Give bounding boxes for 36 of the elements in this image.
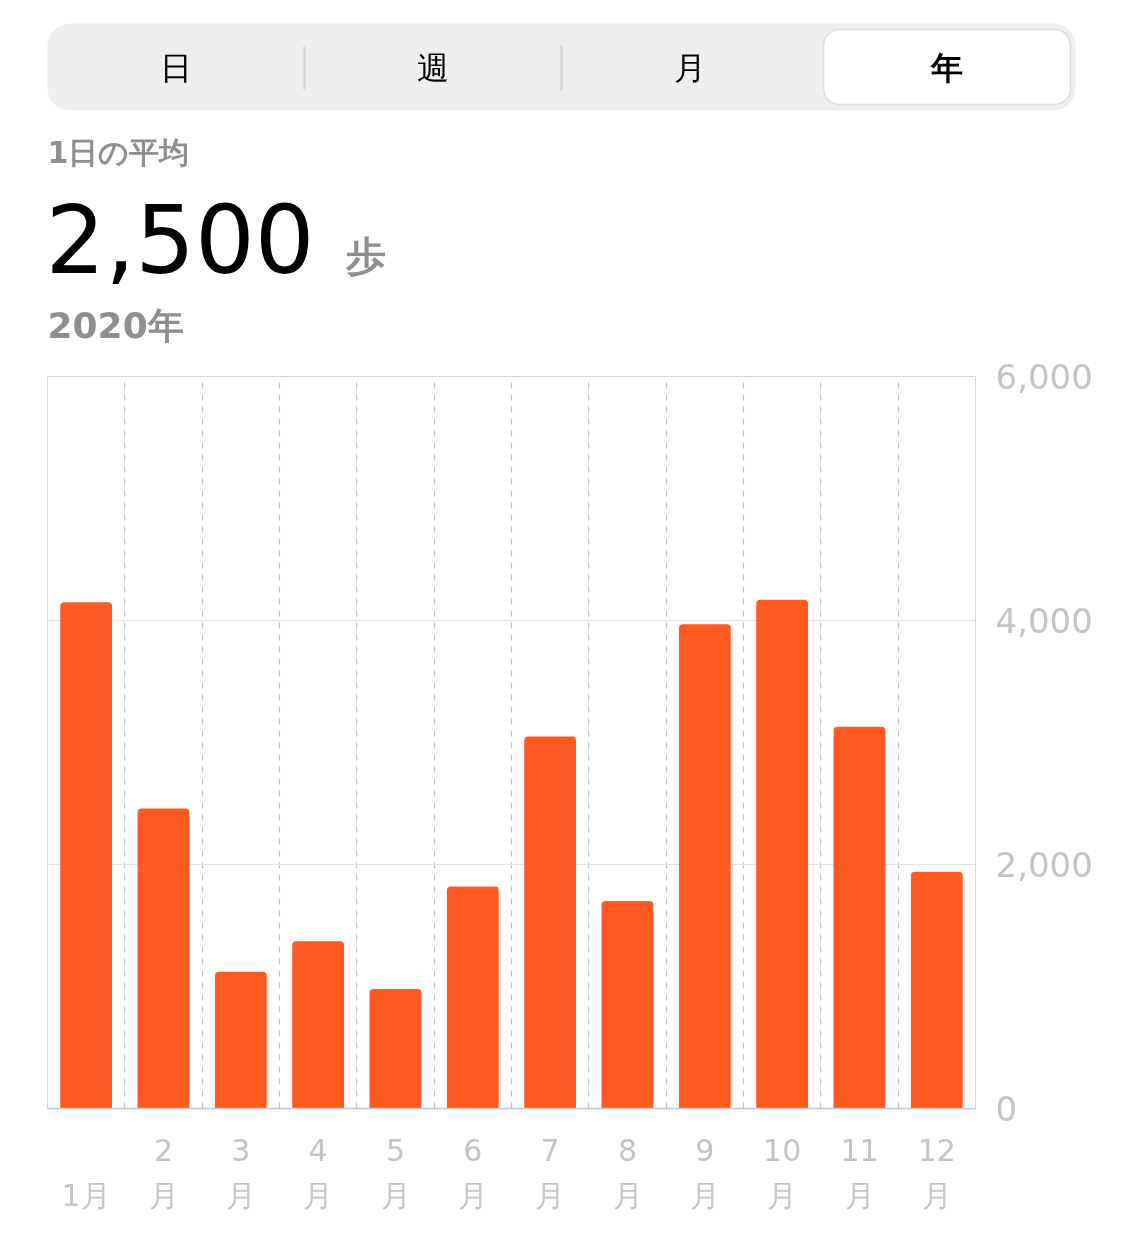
text: 週 <box>417 48 449 87</box>
text: 1日の平均 <box>47 135 190 170</box>
text: 月 <box>674 48 706 87</box>
text: 2020年 <box>47 305 184 346</box>
text: 2,500 <box>45 186 315 295</box>
bar <box>369 988 422 1109</box>
y-tick-label: 6,000 <box>995 357 1093 397</box>
x-tick-label: 1月 <box>61 1178 111 1213</box>
bar <box>833 726 886 1109</box>
bar <box>137 808 190 1109</box>
bar <box>601 901 654 1109</box>
x-tick-label: 11月 <box>840 1132 879 1213</box>
x-tick-label: 9月 <box>689 1132 720 1213</box>
y-tick-label: 0 <box>995 1089 1018 1129</box>
bar <box>756 599 809 1109</box>
x-tick-label: 3月 <box>225 1132 256 1213</box>
x-tick-label: 10月 <box>763 1132 802 1213</box>
x-tick-label: 4月 <box>303 1132 334 1213</box>
bar <box>214 971 267 1109</box>
bar <box>678 624 731 1109</box>
bar <box>910 871 963 1109</box>
bar <box>446 886 499 1109</box>
bar <box>60 602 113 1109</box>
text: 日 <box>160 48 192 87</box>
text: 年 <box>930 48 963 87</box>
x-tick-label: 2月 <box>148 1132 179 1213</box>
x-tick-label: 12月 <box>917 1132 956 1213</box>
bar <box>524 736 577 1109</box>
bar <box>292 941 345 1109</box>
y-tick-label: 4,000 <box>995 601 1093 641</box>
x-tick-label: 7月 <box>535 1132 566 1213</box>
y-tick-label: 2,000 <box>995 845 1093 885</box>
x-tick-label: 8月 <box>612 1132 643 1213</box>
text: 歩 <box>344 232 386 279</box>
x-tick-label: 6月 <box>457 1132 488 1213</box>
x-tick-label: 5月 <box>380 1132 411 1213</box>
